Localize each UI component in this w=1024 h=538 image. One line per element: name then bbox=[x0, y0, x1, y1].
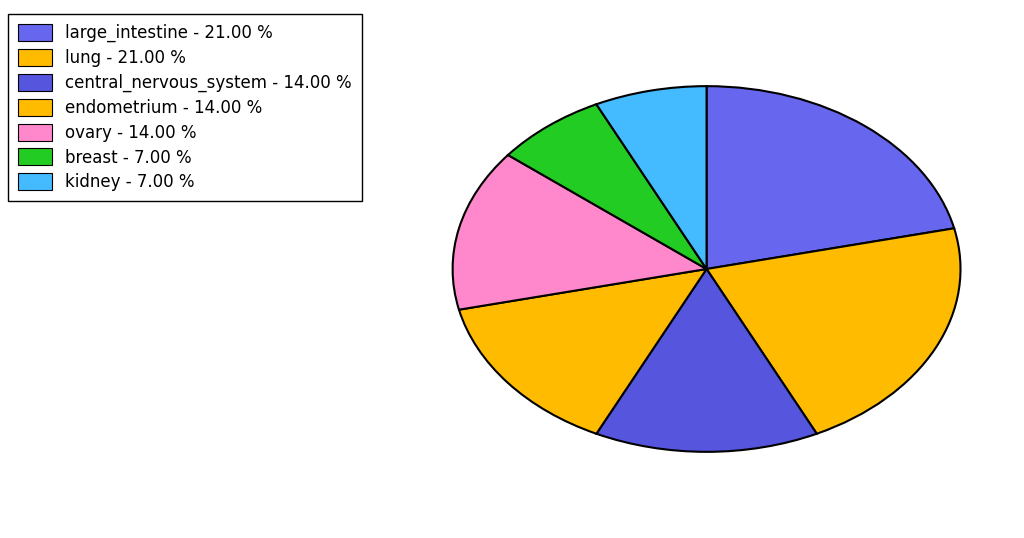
Wedge shape bbox=[453, 155, 707, 310]
Wedge shape bbox=[707, 228, 961, 434]
Wedge shape bbox=[459, 269, 707, 434]
Wedge shape bbox=[596, 269, 817, 452]
Legend: large_intestine - 21.00 %, lung - 21.00 %, central_nervous_system - 14.00 %, end: large_intestine - 21.00 %, lung - 21.00 … bbox=[8, 13, 361, 201]
Wedge shape bbox=[707, 86, 954, 269]
Wedge shape bbox=[508, 104, 707, 269]
Wedge shape bbox=[596, 86, 707, 269]
